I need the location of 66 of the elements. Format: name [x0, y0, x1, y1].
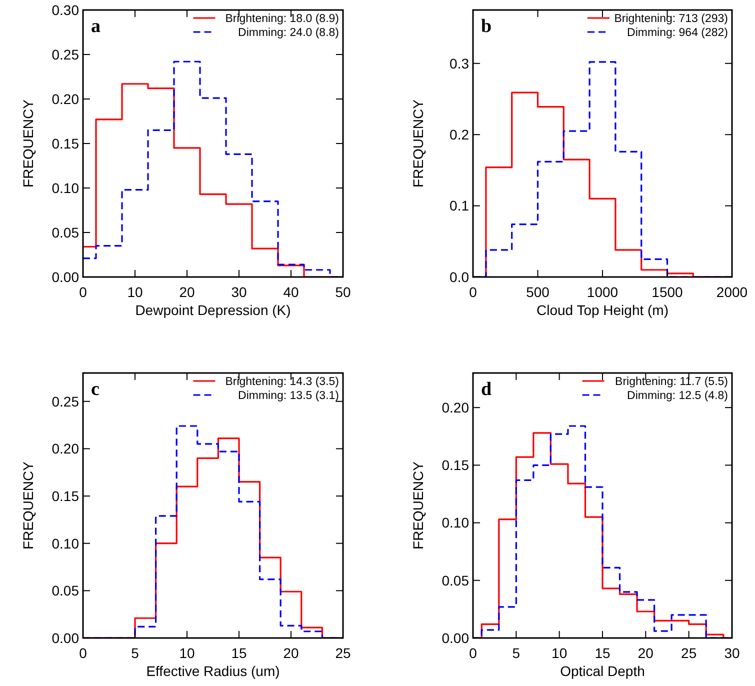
- y-tick-label: 0.15: [52, 135, 80, 152]
- x-tick-label: 15: [231, 645, 247, 661]
- y-tick-label: 0.20: [52, 440, 80, 457]
- x-tick-label: 30: [724, 645, 740, 661]
- x-axis-title: Dewpoint Depression (K): [135, 302, 291, 318]
- y-tick-label: 0.00: [52, 630, 80, 646]
- x-tick-label: 25: [335, 645, 351, 661]
- x-tick-label: 500: [526, 284, 550, 300]
- x-tick-label: 20: [179, 284, 195, 300]
- y-tick-label: 0.05: [52, 224, 80, 240]
- y-tick-label: 0.00: [52, 268, 80, 285]
- annotation: c: [91, 379, 100, 400]
- y-tick-label: 0.10: [52, 180, 80, 196]
- x-axis-title: Effective Radius (um): [146, 663, 280, 679]
- y-tick-label: 0.10: [52, 535, 80, 552]
- y-tick-label: 0.20: [442, 399, 470, 416]
- x-axis-title: Optical Depth: [560, 663, 645, 679]
- y-tick-label: 0.05: [442, 572, 470, 588]
- legend-label: Dimming: 24.0 (8.8): [238, 27, 340, 39]
- x-tick-label: 0: [79, 645, 88, 661]
- x-tick-label: 10: [552, 645, 568, 661]
- y-tick-label: 0.2: [450, 126, 470, 142]
- y-tick-label: 0.0: [450, 268, 470, 285]
- y-tick-label: 0.25: [52, 393, 80, 410]
- x-axis-title: Cloud Top Height (m): [536, 302, 669, 318]
- annotation: d: [481, 379, 492, 400]
- x-tick-label: 5: [131, 645, 140, 661]
- legend-label: Dimming: 13.5 (3.1): [238, 390, 340, 402]
- legend-label: Dimming: 964 (282): [627, 27, 728, 39]
- y-axis-title: FREQUENCY: [20, 460, 36, 550]
- legend-label: Brightening: 14.3 (3.5): [225, 376, 340, 388]
- x-tick-label: 10: [127, 284, 143, 300]
- y-tick-label: 0.00: [442, 630, 470, 646]
- x-tick-label: 20: [283, 645, 299, 661]
- y-axis-title: FREQUENCY: [410, 98, 426, 188]
- x-tick-label: 30: [231, 284, 247, 300]
- x-tick-label: 50: [335, 284, 351, 300]
- legend-label: Brightening: 713 (293): [614, 13, 728, 25]
- x-tick-label: 0: [469, 645, 478, 661]
- x-tick-label: 40: [283, 284, 299, 300]
- y-tick-label: 0.3: [450, 55, 470, 72]
- y-tick-label: 0.15: [442, 457, 470, 474]
- annotation: b: [481, 16, 492, 37]
- y-tick-label: 0.1: [450, 198, 470, 214]
- legend-label: Brightening: 11.7 (5.5): [615, 376, 728, 388]
- x-tick-label: 1500: [652, 284, 684, 300]
- x-tick-label: 10: [179, 645, 195, 661]
- y-tick-label: 0.20: [52, 90, 80, 107]
- x-tick-label: 5: [512, 645, 520, 661]
- y-tick-label: 0.15: [52, 488, 80, 504]
- y-tick-label: 0.10: [442, 514, 470, 531]
- x-tick-label: 20: [638, 645, 654, 661]
- x-tick-label: 25: [681, 645, 697, 661]
- y-tick-label: 0.25: [52, 46, 80, 62]
- y-axis-title: FREQUENCY: [410, 460, 426, 550]
- x-tick-label: 2000: [716, 284, 748, 300]
- x-tick-label: 15: [594, 645, 610, 661]
- y-axis-title: FREQUENCY: [20, 98, 36, 188]
- annotation: a: [91, 16, 101, 37]
- x-tick-label: 0: [79, 284, 88, 300]
- legend-label: Dimming: 12.5 (4.8): [627, 390, 728, 402]
- y-tick-label: 0.30: [52, 2, 80, 18]
- y-tick-label: 0.05: [52, 582, 80, 599]
- x-tick-label: 0: [469, 284, 478, 300]
- legend-label: Brightening: 18.0 (8.9): [225, 13, 340, 25]
- x-tick-label: 1000: [586, 284, 618, 300]
